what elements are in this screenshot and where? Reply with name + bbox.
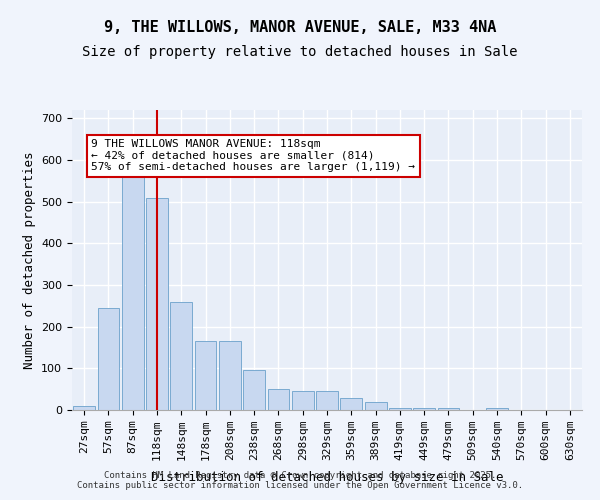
Text: 9, THE WILLOWS, MANOR AVENUE, SALE, M33 4NA: 9, THE WILLOWS, MANOR AVENUE, SALE, M33 … [104,20,496,35]
Bar [413,408,435,410]
Bar [389,408,411,410]
Bar [292,391,314,410]
Y-axis label: Number of detached properties: Number of detached properties [23,151,35,369]
Bar [194,341,217,410]
Bar [170,302,192,410]
X-axis label: Distribution of detached houses by size in Sale: Distribution of detached houses by size … [151,472,503,484]
Text: Contains HM Land Registry data © Crown copyright and database right 2025.
Contai: Contains HM Land Registry data © Crown c… [77,470,523,490]
Bar [437,408,460,410]
Bar [268,389,289,410]
Bar [146,198,168,410]
Bar [365,402,386,410]
Bar [340,398,362,410]
Bar [73,406,95,410]
Bar [243,370,265,410]
Bar [486,408,508,410]
Text: 9 THE WILLOWS MANOR AVENUE: 118sqm
← 42% of detached houses are smaller (814)
57: 9 THE WILLOWS MANOR AVENUE: 118sqm ← 42%… [91,139,415,172]
Bar [316,391,338,410]
Text: Size of property relative to detached houses in Sale: Size of property relative to detached ho… [82,45,518,59]
Bar [219,341,241,410]
Bar [122,144,143,410]
Bar [97,308,119,410]
